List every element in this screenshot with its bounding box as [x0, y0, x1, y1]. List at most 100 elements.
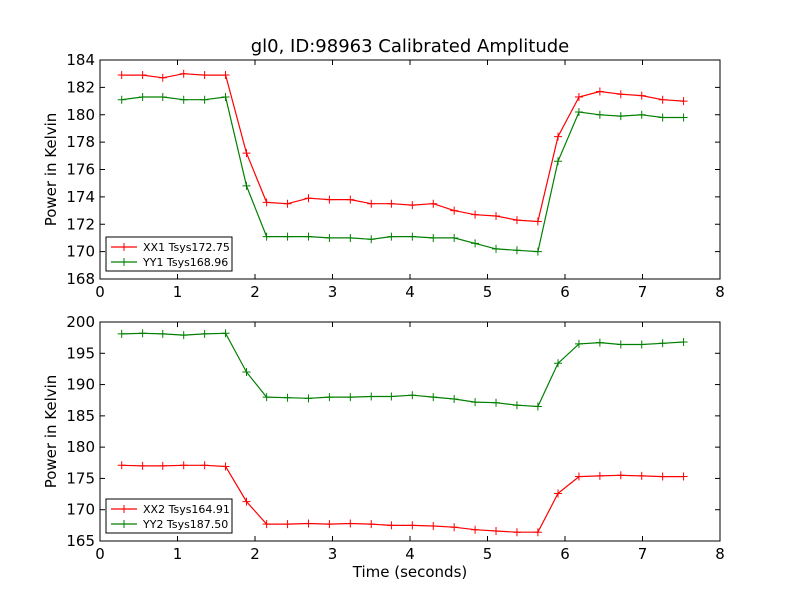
data-point-marker [512, 246, 521, 255]
legend-entry: YY2 Tsys187.50 [142, 518, 228, 531]
data-point-marker [637, 471, 646, 480]
legend-marker [120, 505, 128, 513]
data-point-marker [533, 217, 542, 226]
data-point-marker [595, 471, 604, 480]
x-tick-label: 7 [638, 545, 648, 563]
data-point-marker [450, 394, 459, 403]
data-point-marker [325, 195, 334, 204]
data-point-marker [117, 95, 126, 104]
y-tick-label: 174 [66, 188, 95, 206]
data-point-marker [117, 461, 126, 470]
data-point-marker [346, 233, 355, 242]
data-point-marker [408, 201, 417, 210]
data-point-marker [574, 472, 583, 481]
data-point-marker [450, 206, 459, 215]
data-point-marker [554, 359, 563, 368]
data-point-marker [304, 394, 313, 403]
x-tick-label: 6 [560, 545, 570, 563]
data-point-marker [595, 110, 604, 119]
data-point-marker [679, 97, 688, 106]
data-point-marker [637, 340, 646, 349]
data-point-marker [242, 497, 251, 506]
data-point-marker [367, 392, 376, 401]
x-tick-label: 7 [638, 283, 648, 301]
data-point-marker [283, 199, 292, 208]
data-point-marker [637, 110, 646, 119]
x-tick-label: 2 [250, 545, 260, 563]
y-tick-label: 190 [66, 376, 95, 394]
x-tick-label: 5 [483, 283, 493, 301]
data-point-marker [616, 340, 625, 349]
data-point-marker [346, 519, 355, 528]
x-tick-label: 1 [173, 283, 183, 301]
data-point-marker [554, 157, 563, 166]
data-point-marker [221, 71, 230, 80]
data-point-marker [408, 232, 417, 241]
data-point-marker [346, 195, 355, 204]
data-point-marker [242, 149, 251, 158]
series-line-2 [121, 332, 684, 408]
x-tick-label: 3 [328, 283, 338, 301]
data-point-marker [179, 461, 188, 470]
data-point-marker [200, 95, 209, 104]
data-point-marker [616, 90, 625, 99]
y-tick-label: 182 [66, 78, 95, 96]
data-point-marker [658, 113, 667, 122]
data-point-marker [408, 521, 417, 530]
data-point-marker [200, 461, 209, 470]
legend-marker [120, 243, 128, 251]
data-point-marker [283, 232, 292, 241]
data-point-marker [471, 398, 480, 407]
y-axis-label: Power in Kelvin [42, 113, 60, 227]
x-axis-label: Time (seconds) [352, 563, 468, 581]
data-point-marker [616, 471, 625, 480]
x-tick-label: 3 [328, 545, 338, 563]
data-point-marker [471, 239, 480, 248]
data-point-marker [533, 247, 542, 256]
data-point-marker [304, 519, 313, 528]
data-point-marker [158, 461, 167, 470]
y-tick-label: 178 [66, 133, 95, 151]
top-panel: 0 1 2 3 4 5 6 7 8 168 170 172 174 176 178 180 182 184 Powe… [42, 51, 725, 301]
data-point-marker [242, 181, 251, 190]
data-point-marker [158, 92, 167, 101]
y-tick-label: 170 [66, 243, 95, 261]
legend-entry: XX2 Tsys164.91 [143, 503, 230, 516]
data-point-marker [325, 233, 334, 242]
y-tick-label: 180 [66, 106, 95, 124]
x-tick-label: 8 [715, 283, 725, 301]
data-point-marker [429, 521, 438, 530]
data-point-marker [262, 520, 271, 529]
data-point-marker [387, 521, 396, 530]
data-point-marker [262, 198, 271, 207]
data-point-marker [138, 461, 147, 470]
data-point-marker [574, 339, 583, 348]
data-point-marker [658, 472, 667, 481]
data-point-marker [471, 525, 480, 534]
data-point-marker [429, 199, 438, 208]
data-point-marker [450, 233, 459, 242]
data-point-marker [512, 401, 521, 410]
data-point-marker [492, 526, 501, 535]
data-point-marker [616, 112, 625, 121]
y-tick-label: 195 [66, 344, 95, 362]
legend-marker [120, 520, 128, 528]
data-point-marker [346, 393, 355, 402]
y-tick-label: 180 [66, 438, 95, 456]
data-point-marker [637, 91, 646, 100]
data-point-marker [325, 393, 334, 402]
data-point-marker [138, 71, 147, 80]
x-tick-label: 1 [173, 545, 183, 563]
data-point-marker [658, 95, 667, 104]
data-point-marker [595, 338, 604, 347]
data-point-marker [679, 472, 688, 481]
data-point-marker [574, 92, 583, 101]
data-point-marker [512, 528, 521, 537]
data-point-marker [679, 113, 688, 122]
data-point-marker [492, 398, 501, 407]
y-tick-label: 172 [66, 215, 95, 233]
y-axis-label: Power in Kelvin [42, 375, 60, 489]
data-point-marker [179, 69, 188, 78]
data-point-marker [179, 95, 188, 104]
x-tick-label: 6 [560, 283, 570, 301]
